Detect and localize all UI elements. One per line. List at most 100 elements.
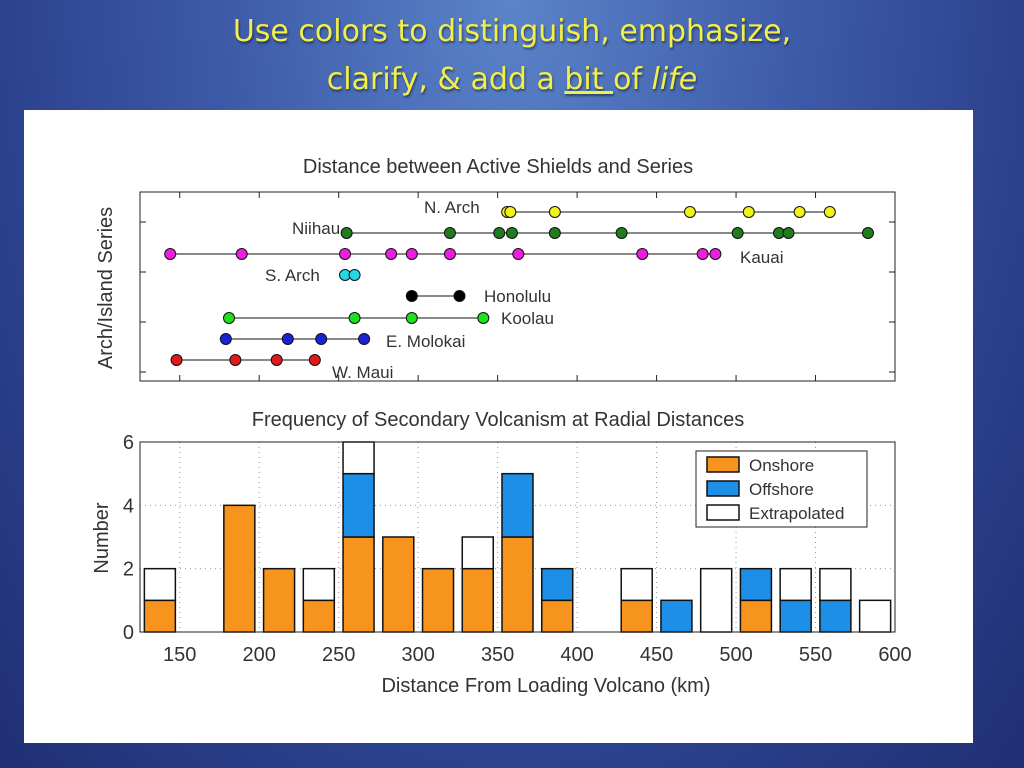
frequency-chart-ylabel: Number — [91, 502, 113, 573]
frequency-chart-title: Frequency of Secondary Volcanism at Radi… — [252, 409, 744, 431]
shields-plot-frame — [139, 191, 896, 382]
legend-label: Extrapolated — [749, 504, 844, 523]
title-part-life: life — [651, 62, 698, 97]
shields-series: S. Arch — [265, 266, 361, 285]
frequency-bar-onshore — [223, 504, 256, 633]
shields-point — [223, 312, 236, 324]
shields-series: Honolulu — [405, 287, 551, 306]
shields-series-label: N. Arch — [424, 198, 480, 217]
shields-point — [385, 248, 398, 260]
legend-label: Offshore — [749, 480, 814, 499]
shields-point — [229, 354, 242, 366]
frequency-bar-onshore — [739, 599, 773, 633]
legend-swatch — [706, 504, 740, 521]
shields-point — [493, 227, 506, 239]
shields-point — [731, 227, 744, 239]
frequency-chart-xlabel: Distance From Loading Volcano (km) — [381, 675, 710, 697]
shields-point — [340, 227, 353, 239]
shields-point — [443, 227, 456, 239]
shields-point — [504, 206, 517, 218]
shields-point — [823, 206, 836, 218]
shields-point — [861, 227, 874, 239]
frequency-bar-extrapolated — [302, 567, 336, 602]
frequency-bar-offshore — [342, 472, 375, 538]
shields-point — [315, 333, 328, 345]
shields-chart: Distance between Active Shields and Seri… — [95, 156, 896, 382]
frequency-ytick-label: 0 — [123, 622, 134, 644]
shields-point — [348, 269, 361, 281]
shields-series-label: Niihau — [292, 219, 340, 238]
frequency-xtick-label: 200 — [243, 644, 276, 666]
frequency-xtick-label: 500 — [719, 644, 752, 666]
shields-point — [443, 248, 456, 260]
frequency-bar-offshore — [501, 472, 534, 538]
frequency-bar-onshore — [421, 567, 455, 633]
frequency-bar-onshore — [540, 599, 574, 633]
shields-series: W. Maui — [170, 354, 393, 382]
legend-swatch — [706, 480, 740, 497]
shields-series: Koolau — [223, 309, 554, 328]
figure-svg: Distance between Active Shields and Seri… — [91, 156, 912, 697]
shields-series-label: Honolulu — [484, 287, 551, 306]
shields-series: N. Arch — [424, 198, 836, 218]
legend-label: Onshore — [749, 456, 814, 475]
frequency-bar-onshore — [342, 536, 375, 633]
frequency-legend: Onshore Offshore Extrapolated — [695, 450, 868, 528]
frequency-axis-ticks: 150 200 250 300 350 400 450 500 550 600 0 2 4 6 — [123, 432, 912, 666]
shields-axis-ticks — [140, 192, 896, 381]
frequency-bar-onshore — [262, 567, 296, 633]
shields-point — [405, 248, 418, 260]
shields-point — [512, 248, 525, 260]
slide-title: Use colors to distinguish, emphasize, cl… — [0, 8, 1024, 104]
shields-point — [405, 290, 418, 302]
frequency-bar-extrapolated — [858, 599, 892, 633]
frequency-bars — [143, 441, 892, 633]
frequency-xtick-label: 600 — [878, 644, 911, 666]
shields-series: E. Molokai — [219, 332, 465, 351]
frequency-chart: Frequency of Secondary Volcanism at Radi… — [91, 409, 912, 697]
shields-point — [615, 227, 628, 239]
shields-series: Niihau — [292, 219, 874, 239]
shields-point — [742, 206, 755, 218]
frequency-bar-offshore — [819, 599, 852, 633]
shields-point — [683, 206, 696, 218]
shields-series-label: Koolau — [501, 309, 554, 328]
title-part-a: clarify, & add a — [326, 62, 565, 97]
frequency-xtick-label: 450 — [640, 644, 673, 666]
shields-point — [636, 248, 649, 260]
shields-point — [453, 290, 466, 302]
frequency-bar-onshore — [501, 536, 534, 633]
frequency-bar-extrapolated — [143, 567, 177, 602]
frequency-xtick-label: 250 — [322, 644, 355, 666]
shields-point — [505, 227, 518, 239]
frequency-bar-onshore — [382, 536, 415, 633]
frequency-bar-onshore — [461, 567, 495, 633]
shields-point — [709, 248, 722, 260]
shields-point — [281, 333, 294, 345]
shields-point — [235, 248, 248, 260]
shields-series-group: N. Arch Niihau Kauai S. Arch Honolulu Koolau E… — [164, 198, 874, 382]
frequency-bar-onshore — [620, 599, 653, 633]
frequency-xtick-label: 400 — [560, 644, 593, 666]
figure-panel: Distance between Active Shields and Seri… — [24, 110, 973, 743]
frequency-bar-onshore — [302, 599, 336, 633]
shields-series-label: Kauai — [740, 248, 783, 267]
shields-series: Kauai — [164, 248, 783, 267]
frequency-bar-extrapolated — [779, 567, 812, 602]
frequency-plot-frame — [139, 441, 896, 633]
frequency-ytick-label: 6 — [123, 432, 134, 454]
shields-point — [270, 354, 283, 366]
shields-series-label: E. Molokai — [386, 332, 465, 351]
frequency-bar-offshore — [660, 599, 693, 633]
frequency-ytick-label: 2 — [123, 559, 134, 581]
shields-point — [477, 312, 490, 324]
frequency-xtick-label: 150 — [163, 644, 196, 666]
frequency-bar-extrapolated — [699, 567, 733, 633]
shields-point — [348, 312, 361, 324]
shields-point — [339, 248, 352, 260]
frequency-xtick-label: 550 — [799, 644, 832, 666]
shields-point — [548, 227, 561, 239]
frequency-bar-extrapolated — [819, 567, 852, 602]
shields-point — [358, 333, 371, 345]
slide-title-line-2: clarify, & add a bit of life — [0, 56, 1024, 104]
